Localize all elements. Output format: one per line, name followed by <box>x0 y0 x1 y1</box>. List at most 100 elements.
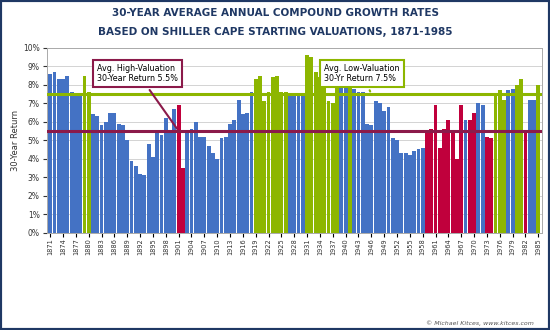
Bar <box>339 78 343 233</box>
Y-axis label: 30-Year Return: 30-Year Return <box>12 110 20 171</box>
Bar <box>190 129 194 233</box>
Bar <box>352 88 356 233</box>
Bar <box>322 74 326 233</box>
Bar <box>490 138 493 233</box>
Bar <box>198 137 202 233</box>
Bar <box>532 100 536 233</box>
Bar <box>288 94 292 233</box>
Bar <box>502 100 506 233</box>
Bar <box>275 76 279 233</box>
Bar <box>65 76 69 233</box>
Bar <box>292 94 296 233</box>
Bar <box>459 105 463 233</box>
Bar <box>142 175 146 233</box>
Bar <box>498 90 502 233</box>
Bar <box>211 153 215 233</box>
Bar <box>151 157 155 233</box>
Bar <box>258 76 262 233</box>
Bar <box>155 131 159 233</box>
Bar <box>331 103 335 233</box>
Bar <box>378 103 382 233</box>
Bar <box>74 94 78 233</box>
Bar <box>147 144 151 233</box>
Bar <box>164 118 168 233</box>
Bar <box>224 137 228 233</box>
Bar <box>519 79 523 233</box>
Bar <box>412 151 416 233</box>
Bar <box>177 105 180 233</box>
Bar <box>485 137 489 233</box>
Bar <box>113 113 117 233</box>
Bar <box>447 120 450 233</box>
Bar <box>387 107 390 233</box>
Bar <box>70 92 74 233</box>
Bar <box>511 88 515 233</box>
Text: BASED ON SHILLER CAPE STARTING VALUATIONS, 1871-1985: BASED ON SHILLER CAPE STARTING VALUATION… <box>98 27 452 37</box>
Bar <box>464 120 468 233</box>
Bar <box>78 96 82 233</box>
Bar <box>267 92 271 233</box>
Bar <box>430 129 433 233</box>
Bar <box>433 105 437 233</box>
Bar <box>356 92 360 233</box>
Bar <box>262 101 266 233</box>
Bar <box>408 155 412 233</box>
Bar <box>468 120 472 233</box>
Bar <box>181 168 185 233</box>
Bar <box>61 79 65 233</box>
Bar <box>168 131 172 233</box>
Text: Avg. High-Valuation
30-Year Return 5.5%: Avg. High-Valuation 30-Year Return 5.5% <box>97 64 178 129</box>
Bar <box>134 166 138 233</box>
Text: © Michael Kitces, www.kitces.com: © Michael Kitces, www.kitces.com <box>426 320 534 326</box>
Bar <box>370 125 373 233</box>
Bar <box>335 70 339 233</box>
Bar <box>202 137 206 233</box>
Bar <box>241 115 245 233</box>
Bar <box>95 116 99 233</box>
Bar <box>399 153 403 233</box>
Bar <box>160 135 163 233</box>
Bar <box>296 94 300 233</box>
Bar <box>125 140 129 233</box>
Bar <box>425 131 429 233</box>
Bar <box>481 105 485 233</box>
Bar <box>421 148 425 233</box>
Bar <box>528 100 532 233</box>
Bar <box>219 138 223 233</box>
Bar <box>395 140 399 233</box>
Text: Avg. Low-Valuation
30-Yr Return 7.5%: Avg. Low-Valuation 30-Yr Return 7.5% <box>324 64 400 91</box>
Bar <box>117 124 120 233</box>
Bar <box>305 55 309 233</box>
Bar <box>194 122 197 233</box>
Bar <box>301 94 305 233</box>
Bar <box>185 131 189 233</box>
Bar <box>442 129 446 233</box>
Bar <box>361 92 365 233</box>
Bar <box>91 115 95 233</box>
Bar <box>391 138 395 233</box>
Bar <box>245 113 249 233</box>
Bar <box>53 72 57 233</box>
Bar <box>207 146 211 233</box>
Bar <box>215 159 219 233</box>
Text: 30-YEAR AVERAGE ANNUAL COMPOUND GROWTH RATES: 30-YEAR AVERAGE ANNUAL COMPOUND GROWTH R… <box>112 8 438 18</box>
Bar <box>455 159 459 233</box>
Bar <box>271 78 275 233</box>
Bar <box>344 79 348 233</box>
Bar <box>250 92 254 233</box>
Bar <box>108 113 112 233</box>
Bar <box>279 92 283 233</box>
Bar <box>310 57 314 233</box>
Bar <box>382 111 386 233</box>
Bar <box>404 153 408 233</box>
Bar <box>82 76 86 233</box>
Bar <box>536 85 540 233</box>
Bar <box>416 149 420 233</box>
Bar <box>254 79 257 233</box>
Bar <box>524 131 527 233</box>
Bar <box>314 72 317 233</box>
Bar <box>451 131 455 233</box>
Bar <box>236 100 240 233</box>
Bar <box>173 109 177 233</box>
Bar <box>284 92 288 233</box>
